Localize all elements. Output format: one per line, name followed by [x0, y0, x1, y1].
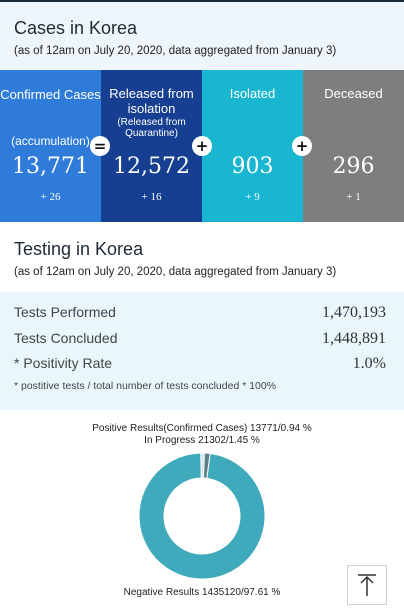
slice-label-in-progress: In Progress 21302/1.45 % [144, 435, 260, 446]
row-label: * Positivity Rate [14, 355, 113, 371]
cases-header-band [0, 0, 404, 70]
card-sublabel: (accumulation) [11, 134, 90, 148]
row-label: Tests Performed [14, 304, 116, 320]
plus-operator-icon: + [192, 136, 212, 156]
released-card: Released from isolation (Released from Q… [101, 70, 202, 222]
arrow-up-icon [358, 574, 376, 596]
tests-concluded-row: Tests Concluded 1,448,891 [14, 330, 386, 350]
row-label: Tests Concluded [14, 330, 118, 346]
cases-title: Cases in Korea [14, 18, 138, 38]
testing-subtitle: (as of 12am on July 20, 2020, data aggre… [14, 266, 337, 278]
confirmed-card: Confirmed Cases (accumulation) 13,771 + … [0, 70, 101, 222]
card-value: 903 [231, 154, 274, 179]
testing-stats-panel: Tests Performed 1,470,193 Tests Conclude… [0, 292, 404, 410]
case-cards: Confirmed Cases (accumulation) 13,771 + … [0, 70, 404, 222]
card-sublabel: (Released from Quarantine) [117, 117, 186, 139]
tests-performed-row: Tests Performed 1,470,193 [14, 304, 386, 324]
row-value: 1.0% [352, 355, 386, 372]
top-border [0, 0, 404, 2]
row-value: 1,448,891 [322, 330, 386, 347]
equals-operator-icon: = [90, 136, 110, 156]
card-value: 12,572 [113, 154, 190, 179]
card-label: Released from isolation [109, 86, 194, 116]
card-label: Confirmed Cases [0, 87, 101, 102]
card-label: Isolated [229, 86, 276, 101]
row-value: 1,470,193 [322, 304, 386, 321]
card-value: 296 [332, 154, 375, 179]
positivity-rate-row: * Positivity Rate 1.0% [14, 355, 386, 375]
cases-subtitle: (as of 12am on July 20, 2020, data aggre… [14, 45, 337, 57]
card-label: Deceased [324, 86, 383, 101]
card-value: 13,771 [12, 154, 89, 179]
positivity-note: * postitive tests / total number of test… [14, 380, 277, 392]
scroll-to-top-button[interactable] [347, 565, 387, 605]
slice-label-positive: Positive Results(Confirmed Cases) 13771/… [92, 423, 312, 434]
card-delta: + 1 [346, 191, 361, 203]
card-delta: + 9 [245, 191, 260, 203]
testing-donut-chart [138, 452, 266, 580]
plus-operator-icon: + [292, 136, 312, 156]
deceased-card: Deceased 296 + 1 [303, 70, 404, 222]
donut-slice-negative [138, 452, 266, 580]
card-delta: + 16 [141, 191, 162, 203]
isolated-card: Isolated 903 + 9 [202, 70, 303, 222]
slice-label-negative: Negative Results 1435120/97.61 % [123, 587, 281, 598]
card-delta: + 26 [40, 191, 61, 203]
testing-title: Testing in Korea [14, 239, 144, 259]
